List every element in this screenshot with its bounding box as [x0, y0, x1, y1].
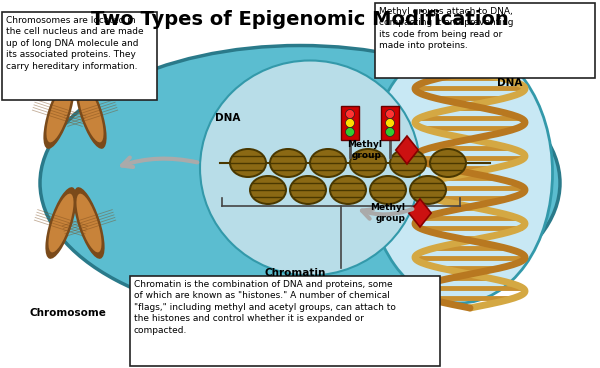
FancyBboxPatch shape [381, 106, 399, 140]
Ellipse shape [73, 187, 104, 259]
Text: Chromosome: Chromosome [29, 308, 106, 318]
Ellipse shape [371, 177, 405, 203]
Text: Two Types of Epigenomic Modification: Two Types of Epigenomic Modification [91, 10, 509, 29]
Ellipse shape [231, 150, 265, 176]
Ellipse shape [367, 43, 553, 303]
FancyBboxPatch shape [375, 3, 595, 78]
Circle shape [386, 127, 395, 137]
Ellipse shape [49, 194, 74, 252]
Circle shape [386, 110, 395, 118]
FancyBboxPatch shape [2, 12, 157, 100]
Ellipse shape [391, 150, 425, 176]
Polygon shape [409, 199, 431, 227]
Ellipse shape [46, 84, 71, 142]
Ellipse shape [269, 148, 307, 178]
Ellipse shape [40, 46, 560, 321]
Ellipse shape [43, 77, 74, 149]
Text: Methyl
group: Methyl group [347, 140, 382, 160]
Circle shape [346, 118, 355, 127]
Ellipse shape [311, 150, 345, 176]
Ellipse shape [79, 84, 104, 142]
Ellipse shape [251, 177, 285, 203]
Ellipse shape [431, 150, 465, 176]
Polygon shape [396, 136, 418, 164]
Ellipse shape [309, 148, 347, 178]
Ellipse shape [289, 175, 327, 205]
Ellipse shape [76, 77, 107, 149]
Ellipse shape [409, 175, 447, 205]
FancyBboxPatch shape [130, 276, 440, 366]
Ellipse shape [429, 148, 467, 178]
Text: Chromosomes are located in
the cell nucleus and are made
up of long DNA molecule: Chromosomes are located in the cell nucl… [6, 16, 143, 71]
Text: DNA: DNA [497, 78, 523, 88]
Ellipse shape [229, 148, 267, 178]
Text: Methyl groups attach to DNA,
compacting it and preventing
its code from being re: Methyl groups attach to DNA, compacting … [379, 7, 514, 50]
Ellipse shape [76, 194, 101, 252]
Circle shape [346, 127, 355, 137]
Ellipse shape [249, 175, 287, 205]
Ellipse shape [331, 177, 365, 203]
Ellipse shape [369, 175, 407, 205]
Ellipse shape [291, 177, 325, 203]
Text: Chromatin is the combination of DNA and proteins, some
of which are known as "hi: Chromatin is the combination of DNA and … [134, 280, 396, 335]
Ellipse shape [389, 148, 427, 178]
FancyBboxPatch shape [341, 106, 359, 140]
Circle shape [346, 110, 355, 118]
Ellipse shape [411, 177, 445, 203]
Circle shape [386, 118, 395, 127]
Ellipse shape [349, 148, 387, 178]
Ellipse shape [46, 187, 77, 259]
Text: Chromatin: Chromatin [265, 268, 326, 278]
Ellipse shape [200, 60, 420, 276]
Ellipse shape [329, 175, 367, 205]
Ellipse shape [351, 150, 385, 176]
Text: DNA: DNA [215, 113, 241, 123]
Text: Methyl
group: Methyl group [370, 203, 405, 223]
Ellipse shape [271, 150, 305, 176]
